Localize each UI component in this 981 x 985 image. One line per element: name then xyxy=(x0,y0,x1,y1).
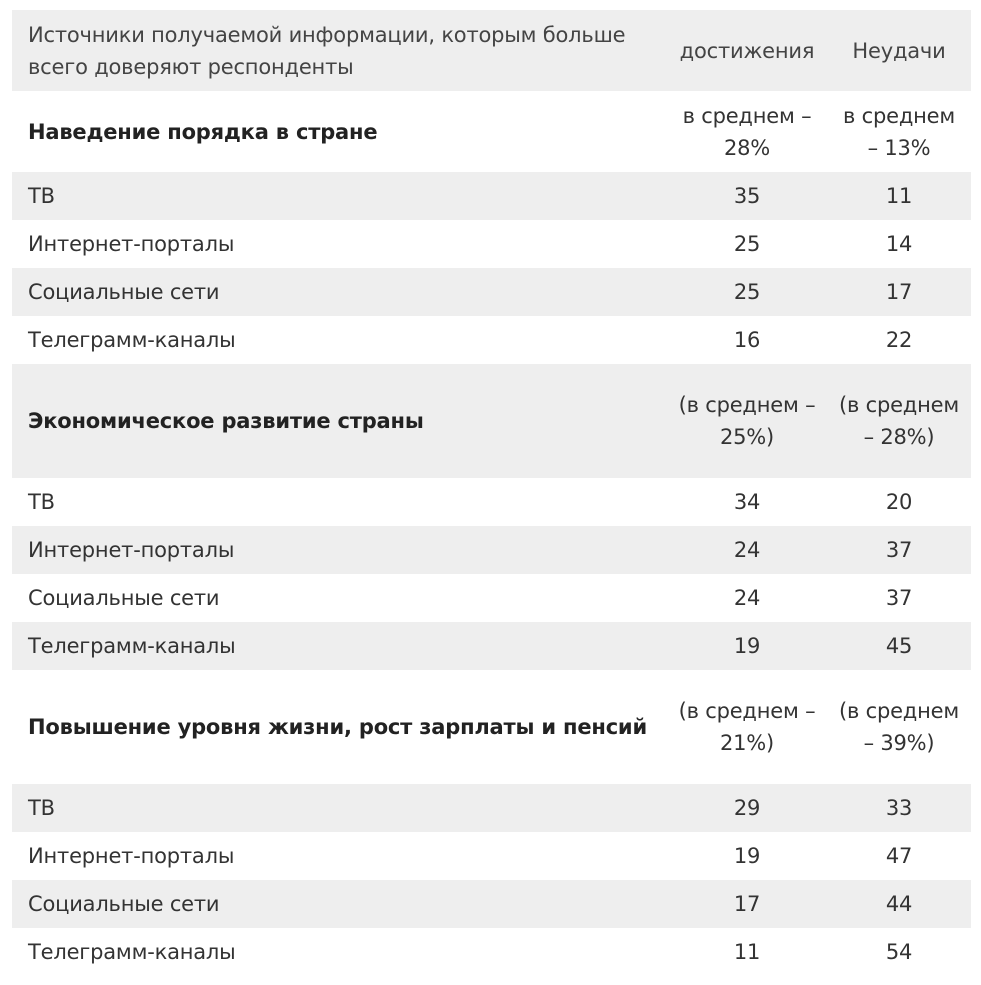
table-row: Социальные сети 25 17 xyxy=(12,268,971,316)
row-source: Социальные сети xyxy=(28,892,220,916)
row-failures: 37 xyxy=(885,586,913,610)
table-row: Интернет-порталы 19 47 xyxy=(12,832,971,880)
row-achievements: 35 xyxy=(733,184,761,208)
row-source: Интернет-порталы xyxy=(28,232,235,256)
section-title: Экономическое развитие страны xyxy=(28,409,424,433)
section-row-order: Наведение порядка в стране в среднем – 2… xyxy=(12,91,971,172)
row-source: ТВ xyxy=(28,796,55,820)
section-failures-avg: (в среднем – 39%) xyxy=(838,699,960,755)
row-source: ТВ xyxy=(28,184,55,208)
section-achievements-avg: (в среднем – 25%) xyxy=(678,393,816,449)
row-achievements: 17 xyxy=(733,892,761,916)
trust-sources-table: Источники получаемой информации, которым… xyxy=(12,10,971,976)
row-source: ТВ xyxy=(28,490,55,514)
row-failures: 22 xyxy=(885,328,913,352)
row-source: Интернет-порталы xyxy=(28,538,235,562)
row-failures: 37 xyxy=(885,538,913,562)
row-source: Социальные сети xyxy=(28,280,220,304)
row-source: Интернет-порталы xyxy=(28,844,235,868)
row-achievements: 16 xyxy=(733,328,761,352)
table-row: ТВ 35 11 xyxy=(12,172,971,220)
table-row: ТВ 34 20 xyxy=(12,478,971,526)
row-source: Телеграмм-каналы xyxy=(28,940,236,964)
row-failures: 47 xyxy=(885,844,913,868)
table-row: ТВ 29 33 xyxy=(12,784,971,832)
header-achievements: достижения xyxy=(679,38,815,63)
table-row: Интернет-порталы 24 37 xyxy=(12,526,971,574)
row-achievements: 25 xyxy=(733,232,761,256)
row-achievements: 24 xyxy=(733,538,761,562)
row-achievements: 19 xyxy=(733,634,761,658)
table-row: Телеграмм-каналы 16 22 xyxy=(12,316,971,364)
row-failures: 54 xyxy=(885,940,913,964)
section-failures-avg: в среднем – 13% xyxy=(842,103,956,160)
row-achievements: 25 xyxy=(733,280,761,304)
row-failures: 33 xyxy=(885,796,913,820)
row-failures: 11 xyxy=(885,184,913,208)
row-achievements: 29 xyxy=(733,796,761,820)
row-achievements: 11 xyxy=(733,940,761,964)
row-failures: 17 xyxy=(885,280,913,304)
row-achievements: 24 xyxy=(733,586,761,610)
row-failures: 44 xyxy=(885,892,913,916)
section-row-living-standards: Повышение уровня жизни, рост зарплаты и … xyxy=(12,670,971,784)
section-failures-avg: (в среднем – 28%) xyxy=(838,393,960,449)
row-source: Телеграмм-каналы xyxy=(28,634,236,658)
row-source: Социальные сети xyxy=(28,586,220,610)
trust-sources-table-container: Источники получаемой информации, которым… xyxy=(12,10,971,976)
section-title: Наведение порядка в стране xyxy=(28,119,378,144)
table-row: Интернет-порталы 25 14 xyxy=(12,220,971,268)
section-row-economy: Экономическое развитие страны (в среднем… xyxy=(12,364,971,478)
table-row: Социальные сети 24 37 xyxy=(12,574,971,622)
header-source: Источники получаемой информации, которым… xyxy=(28,22,626,79)
table-row: Телеграмм-каналы 11 54 xyxy=(12,928,971,976)
section-title: Повышение уровня жизни, рост зарплаты и … xyxy=(28,715,647,739)
table-row: Телеграмм-каналы 19 45 xyxy=(12,622,971,670)
section-achievements-avg: в среднем – 28% xyxy=(682,103,812,160)
row-failures: 14 xyxy=(885,232,913,256)
row-achievements: 34 xyxy=(733,490,761,514)
row-achievements: 19 xyxy=(733,844,761,868)
header-failures: Неудачи xyxy=(852,38,946,63)
row-failures: 45 xyxy=(885,634,913,658)
row-source: Телеграмм-каналы xyxy=(28,328,236,352)
table-row: Социальные сети 17 44 xyxy=(12,880,971,928)
table-header-row: Источники получаемой информации, которым… xyxy=(12,10,971,91)
row-failures: 20 xyxy=(885,490,913,514)
section-achievements-avg: (в среднем – 21%) xyxy=(678,699,816,755)
